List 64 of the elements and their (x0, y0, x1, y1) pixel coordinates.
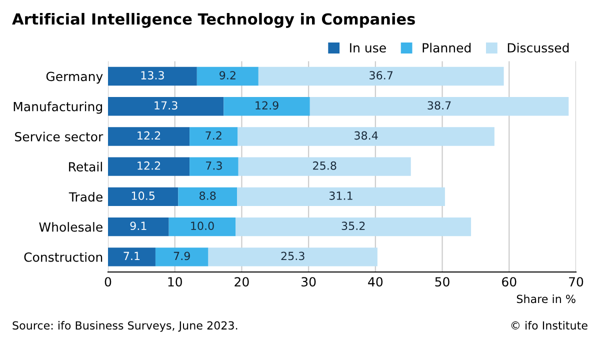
bar (238, 127, 494, 146)
y-tick-label: Construction (24, 252, 102, 262)
data-label: 12.2 (138, 161, 160, 170)
bar (108, 66, 197, 86)
data-label: 10.0 (191, 222, 214, 230)
data-label: 38.7 (428, 101, 451, 110)
y-tick-label: Wholesale (39, 222, 102, 232)
data-label: 35.2 (342, 222, 365, 230)
data-label: 9.1 (130, 222, 146, 230)
data-label: 12.9 (256, 101, 278, 110)
y-tick-label: Trade (68, 192, 102, 202)
x-tick-label: 60 (502, 277, 516, 287)
y-tick-label: Manufacturing (14, 102, 102, 114)
legend-label: Planned (422, 42, 471, 53)
data-label: 7.2 (206, 131, 222, 140)
data-label: 7.1 (124, 252, 140, 260)
bar (190, 157, 238, 176)
bar (168, 217, 236, 236)
bar (178, 187, 238, 206)
x-tick-label: 70 (569, 277, 584, 287)
data-label: 17.3 (154, 101, 178, 110)
data-label: 9.2 (220, 71, 236, 80)
y-tick-label: Retail (69, 162, 102, 172)
bar (108, 127, 190, 146)
x-tick-label: 30 (302, 277, 316, 287)
bar (258, 66, 504, 86)
bar (196, 66, 258, 86)
x-tick-label: 40 (368, 277, 383, 287)
source-note: Source: ifo Business Surveys, June 2023. (12, 321, 238, 332)
bar (108, 157, 190, 176)
data-label: 38.4 (354, 131, 378, 140)
bar (236, 217, 472, 236)
bar (310, 97, 569, 116)
bar (237, 187, 445, 206)
data-label: 10.5 (132, 192, 154, 200)
data-label: 25.3 (281, 252, 304, 260)
text: © ifo Institute (511, 321, 588, 330)
data-label: 7.3 (206, 161, 222, 170)
data-label: 25.8 (313, 161, 336, 170)
x-tick-label: 0 (104, 277, 112, 287)
data-label: 36.7 (370, 71, 393, 80)
data-label: 31.1 (329, 192, 352, 200)
bar (208, 248, 378, 266)
bar (108, 187, 178, 206)
data-label: 8.8 (200, 192, 216, 200)
y-tick-label: Service sector (15, 132, 104, 142)
bar (224, 97, 310, 116)
bar (238, 157, 411, 176)
bar (155, 248, 208, 266)
x-tick-label: 20 (234, 277, 249, 287)
data-label: 12.2 (138, 131, 160, 140)
data-label: 7.9 (174, 252, 190, 260)
bar (108, 97, 224, 116)
bar (108, 248, 156, 266)
bar (190, 127, 238, 146)
y-tick-label: Germany (46, 72, 103, 84)
bar (108, 217, 169, 236)
legend-label: Discussed (508, 42, 569, 53)
x-axis-title: Share in % (516, 294, 576, 304)
legend-label: In use (350, 43, 386, 53)
data-label: 13.3 (141, 71, 164, 80)
chart-title: Artificial Intelligence Technology in Companies (12, 12, 415, 28)
x-tick-label: 10 (168, 277, 182, 287)
x-tick-label: 50 (435, 277, 450, 287)
